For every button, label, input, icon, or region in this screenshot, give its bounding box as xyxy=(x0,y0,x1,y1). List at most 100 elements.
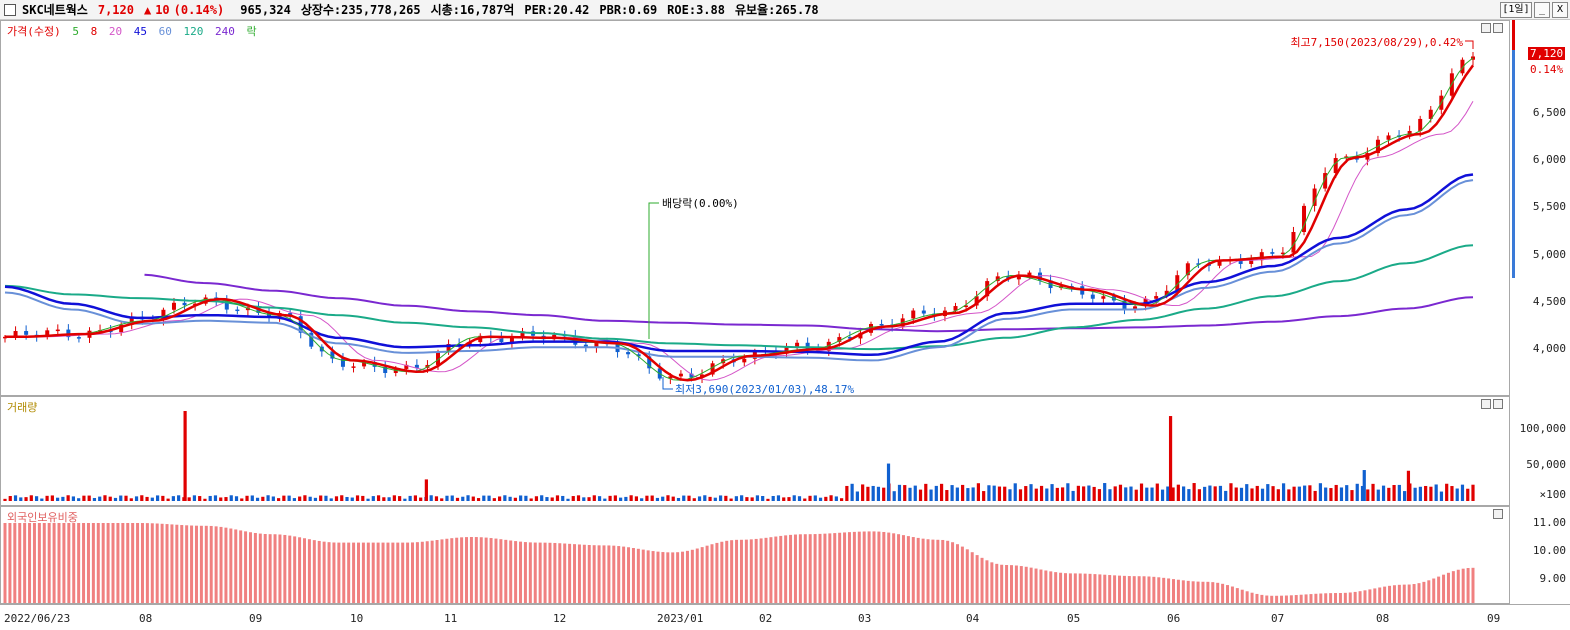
volume-bar xyxy=(787,497,791,501)
volume-bar xyxy=(1055,487,1059,501)
volume-chart[interactable] xyxy=(1,397,1509,505)
volume-bar xyxy=(776,495,781,501)
volume-bar xyxy=(624,496,628,501)
foreign-ratio-bar xyxy=(460,537,464,603)
price-change-pct: (0.14%) xyxy=(173,2,225,17)
foreign-ratio-bar xyxy=(484,537,488,603)
volume-bar xyxy=(108,496,112,501)
foreign-ratio-bar xyxy=(641,549,645,603)
volume-bar xyxy=(292,498,296,501)
legend-ma45[interactable]: 45 xyxy=(133,25,147,38)
volume-bar xyxy=(840,498,844,501)
foreign-legend[interactable]: 외국인보유비중 xyxy=(7,511,78,524)
candle-body xyxy=(1037,272,1042,281)
last-pct-tag: 0.14% xyxy=(1530,63,1564,76)
period-button[interactable]: [1일] xyxy=(1500,2,1532,18)
volume-bar xyxy=(371,496,375,501)
price-tick: 5,000 xyxy=(1532,248,1566,261)
volume-bar xyxy=(782,497,786,501)
foreign-ratio-bar xyxy=(469,537,473,603)
volume-bar xyxy=(918,489,923,501)
legend-ma5[interactable]: 5 xyxy=(72,25,79,38)
volume-bar xyxy=(1124,487,1128,501)
foreign-ratio-bar xyxy=(681,551,685,603)
close-button[interactable]: X xyxy=(1552,2,1568,18)
foreign-ratio-bar xyxy=(1446,572,1450,603)
volume-bar xyxy=(687,495,691,501)
maximize-pane-button[interactable] xyxy=(1481,399,1491,409)
foreign-ratio-bar xyxy=(1427,580,1431,603)
foreign-ratio-bar xyxy=(862,531,866,603)
legend-ex[interactable]: 락 xyxy=(246,25,257,38)
candle-body xyxy=(1027,272,1032,276)
volume-bar xyxy=(150,497,154,501)
close-pane-button[interactable] xyxy=(1493,23,1503,33)
volume-bar xyxy=(703,495,707,501)
price-pane[interactable]: 최고7,150(2023/08/29),0.42% 최저3,690(2023/01… xyxy=(0,20,1510,396)
volume-pane[interactable]: 거래량 xyxy=(0,396,1510,506)
foreign-ratio-bar xyxy=(361,542,365,603)
foreign-ratio-bar xyxy=(901,535,905,603)
foreign-ratio-bar xyxy=(970,552,974,603)
date-axis xyxy=(0,604,1570,630)
foreign-ratio-bar xyxy=(877,531,881,603)
candle-body xyxy=(309,332,314,347)
volume-bar xyxy=(224,497,228,501)
candle-body xyxy=(509,336,514,343)
legend-ma20[interactable]: 20 xyxy=(108,25,123,38)
volume-bar xyxy=(350,497,354,501)
foreign-ratio-bar xyxy=(1260,594,1264,603)
volume-bar xyxy=(1324,487,1328,501)
foreign-ratio-bar xyxy=(1383,586,1387,603)
foreign-ratio-bar xyxy=(1019,566,1023,603)
stock-header-bar: SKC네트웍스 7,120 ▲ 10 (0.14%) 965,324 상장수:2… xyxy=(0,0,1570,20)
volume-bar xyxy=(56,497,60,501)
foreign-ratio-bar xyxy=(1402,584,1406,603)
select-checkbox[interactable] xyxy=(4,3,16,16)
foreign-ratio-bar xyxy=(847,532,851,603)
volume-bar xyxy=(240,498,244,501)
candle-body xyxy=(921,310,926,314)
volume-bar xyxy=(1376,489,1380,501)
price-chart[interactable]: 최고7,150(2023/08/29),0.42% 최저3,690(2023/01… xyxy=(1,21,1509,395)
candle-body xyxy=(710,363,715,375)
price-tick: 6,500 xyxy=(1532,106,1566,119)
volume-bar xyxy=(1082,486,1086,501)
candle-body xyxy=(1249,260,1254,264)
foreign-ratio-bar xyxy=(1294,595,1298,603)
volume-legend[interactable]: 거래량 xyxy=(7,401,38,414)
legend-price[interactable]: 가격(수정) xyxy=(7,25,61,38)
stock-name[interactable]: SKC네트웍스 xyxy=(22,3,88,17)
volume-bar xyxy=(140,495,144,501)
candle-body xyxy=(689,373,694,378)
foreign-ratio-bar xyxy=(631,548,635,603)
foreign-ratio-bar xyxy=(1088,573,1092,603)
header-buttons: [1일] _ X xyxy=(1500,2,1568,18)
foreign-ownership-pane[interactable]: 외국인보유비중 xyxy=(0,506,1510,604)
foreign-ownership-chart[interactable] xyxy=(1,507,1509,603)
foreign-ratio-bar xyxy=(1211,582,1215,603)
candle-body xyxy=(1185,263,1190,276)
legend-ma60[interactable]: 60 xyxy=(158,25,172,38)
volume-spike-bar xyxy=(1406,470,1411,501)
legend-ma120[interactable]: 120 xyxy=(183,25,204,38)
foreign-ratio-bar xyxy=(1265,595,1269,603)
candle-body xyxy=(55,329,60,332)
volume-bar xyxy=(513,497,517,501)
legend-ma8[interactable]: 8 xyxy=(90,25,98,38)
maximize-pane-button[interactable] xyxy=(1493,509,1503,519)
volume-bar xyxy=(45,495,49,501)
close-pane-button[interactable] xyxy=(1493,399,1503,409)
foreign-ratio-bar xyxy=(283,534,287,603)
foreign-ratio-bar xyxy=(577,544,581,603)
legend-ma240[interactable]: 240 xyxy=(214,25,235,38)
volume-bar xyxy=(1182,486,1186,501)
volume-bar xyxy=(529,498,533,501)
foreign-ratio-bar xyxy=(180,525,184,603)
maximize-pane-button[interactable] xyxy=(1481,23,1491,33)
candle-body xyxy=(76,337,81,339)
candle-body xyxy=(1386,135,1391,140)
foreign-ratio-bar xyxy=(278,534,282,603)
minimize-button[interactable]: _ xyxy=(1534,2,1550,18)
volume-bar xyxy=(745,497,749,501)
